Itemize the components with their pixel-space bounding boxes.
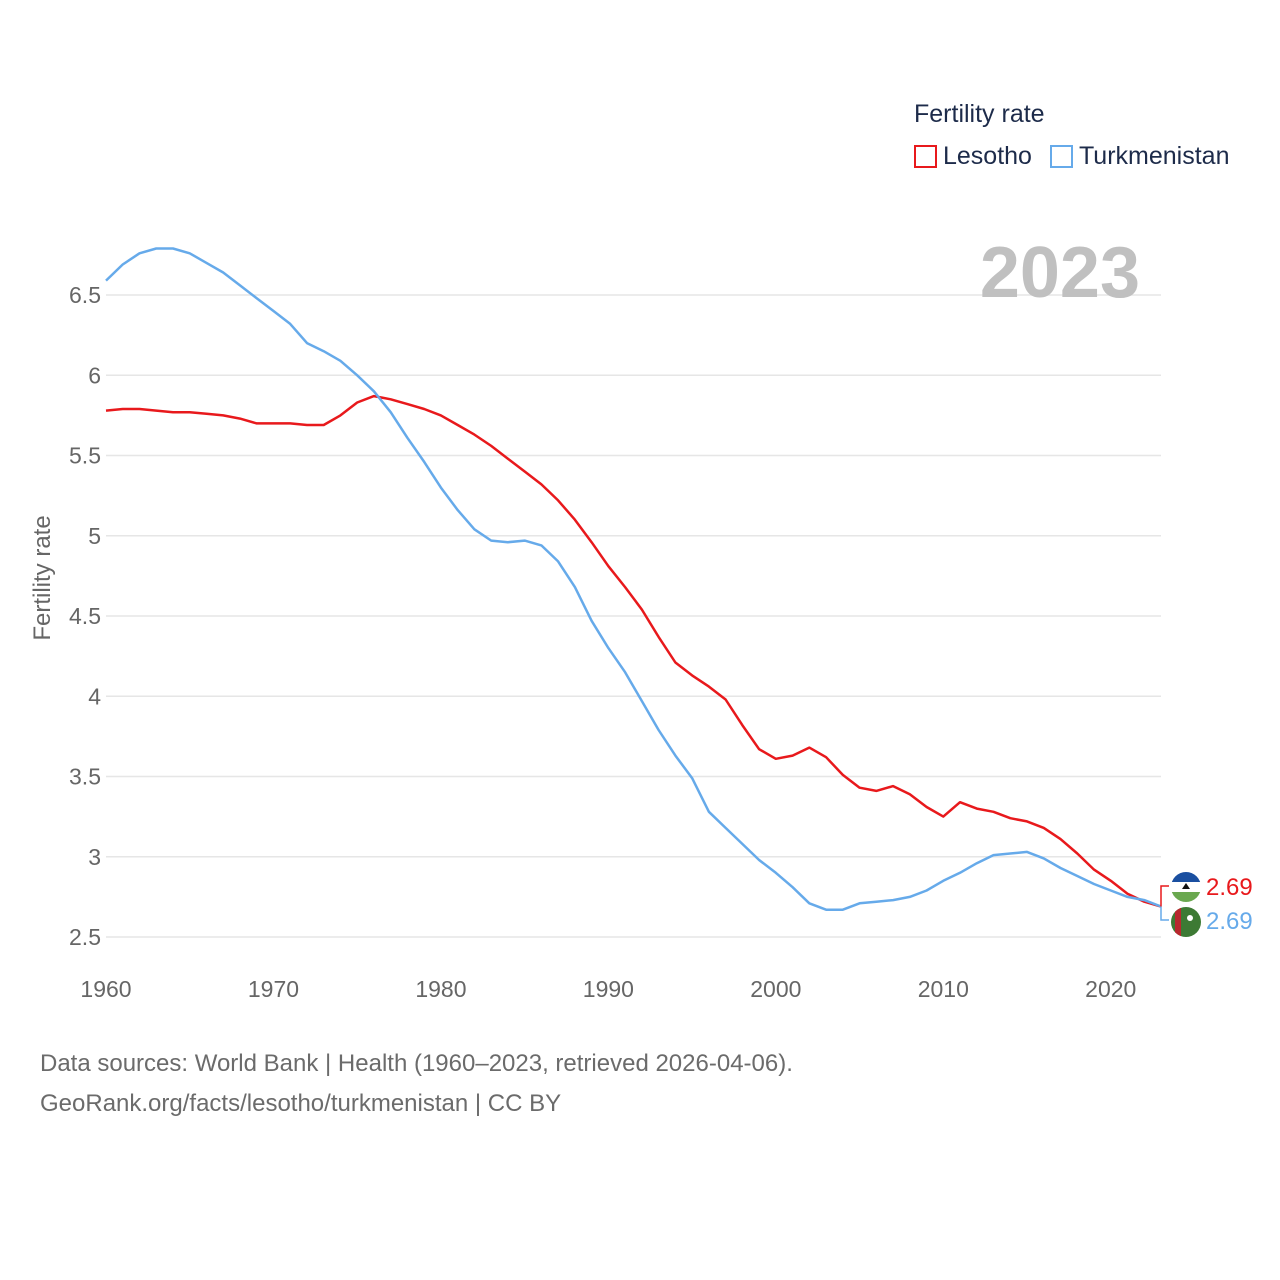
legend-item-lesotho[interactable]: Lesotho [914, 142, 1032, 171]
y-tick-label: 5 [88, 523, 101, 549]
x-tick-label: 1960 [80, 976, 131, 1002]
legend-label-lesotho: Lesotho [943, 142, 1032, 170]
series-line-lesotho [105, 394, 1162, 908]
x-tick-label: 2020 [1085, 976, 1136, 1002]
series-lines [105, 247, 1162, 911]
legend-swatch-turkmenistan [1049, 145, 1073, 168]
y-axis-label: Fertility rate [29, 515, 56, 640]
end-markers: 2.69 2.69 [1160, 872, 1253, 937]
year-display: 2023 [979, 233, 1140, 313]
y-tick-label: 6 [88, 362, 101, 388]
y-tick-label: 2.5 [69, 924, 101, 950]
source-line-1: Data sources: World Bank | Health (1960–… [40, 1050, 793, 1077]
y-tick-label: 3 [88, 844, 101, 870]
x-axis-ticks: 1960 1970 1980 1990 2000 2010 2020 [80, 976, 1136, 1002]
legend: Lesotho Turkmenistan [914, 142, 1247, 171]
series-line-turkmenistan [105, 247, 1162, 911]
flag-lesotho-icon [1171, 872, 1201, 902]
flag-turkmenistan-icon [1171, 907, 1201, 937]
y-tick-label: 4 [88, 683, 101, 709]
x-tick-label: 1970 [248, 976, 299, 1002]
x-tick-label: 1980 [415, 976, 466, 1002]
end-connector-lesotho [1160, 885, 1169, 907]
y-tick-label: 5.5 [69, 443, 101, 469]
source-note: Data sources: World Bank | Health (1960–… [40, 1044, 793, 1124]
y-tick-label: 6.5 [69, 282, 101, 308]
gridlines [106, 294, 1161, 938]
x-tick-label: 1990 [583, 976, 634, 1002]
end-connector-turkmenistan [1160, 906, 1169, 921]
x-tick-label: 2010 [918, 976, 969, 1002]
legend-title: Fertility rate [914, 100, 1045, 128]
y-tick-label: 4.5 [69, 603, 101, 629]
x-tick-label: 2000 [750, 976, 801, 1002]
end-value-label-turkmenistan: 2.69 [1206, 908, 1253, 935]
source-line-2: GeoRank.org/facts/lesotho/turkmenistan |… [40, 1090, 562, 1117]
legend-swatch-lesotho [914, 145, 937, 168]
y-axis-ticks: 2.5 3 3.5 4 4.5 5 5.5 6 6.5 [69, 282, 101, 950]
end-value-label-lesotho: 2.69 [1206, 874, 1253, 901]
legend-item-turkmenistan[interactable]: Turkmenistan [1049, 142, 1230, 171]
y-tick-label: 3.5 [69, 764, 101, 790]
legend-label-turkmenistan: Turkmenistan [1078, 142, 1230, 170]
